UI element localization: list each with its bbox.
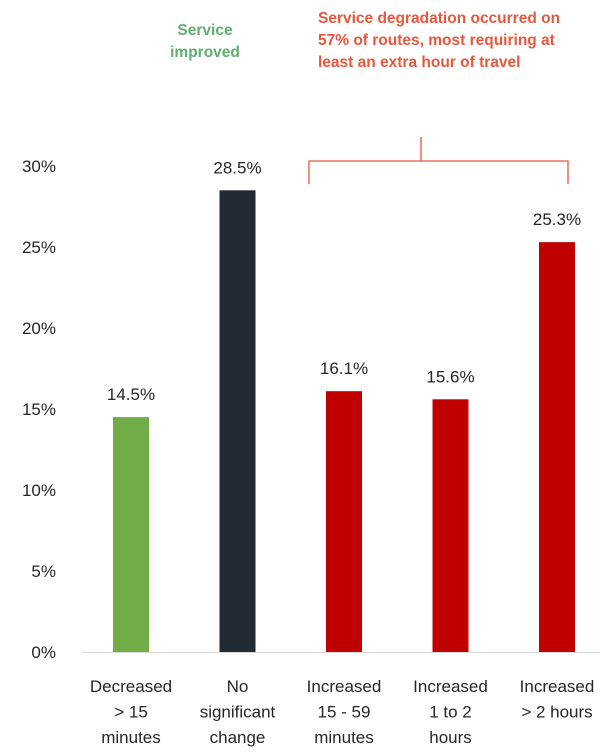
y-axis: 0% 5% 10% 15% 20% 25% 30%	[22, 157, 56, 662]
annotation-service-degradation: Service degradation occurred on 57% of r…	[318, 10, 561, 71]
bracket-line	[308, 137, 569, 184]
data-label: 16.1%	[320, 359, 368, 378]
x-tick-label: Increased 1 to 2 hours	[413, 677, 488, 747]
degradation-bracket	[308, 137, 569, 184]
x-axis: Decreased > 15 minutes No significant change I…	[82, 652, 600, 747]
bars	[113, 190, 575, 653]
y-tick-label: 10%	[22, 481, 56, 500]
y-tick-label: 0%	[31, 643, 56, 662]
annotation-service-improved: Service improved	[170, 22, 240, 61]
x-tick-label: Increased > 2 hours	[520, 677, 595, 722]
data-labels: 14.5% 28.5% 16.1% 15.6% 25.3%	[107, 158, 581, 404]
data-label: 14.5%	[107, 385, 155, 404]
x-tick-label: Decreased > 15 minutes	[90, 677, 172, 747]
y-tick-label: 15%	[22, 400, 56, 419]
x-tick-label: No significant change	[200, 677, 276, 747]
y-tick-label: 25%	[22, 238, 56, 257]
data-label: 25.3%	[533, 210, 581, 229]
y-tick-label: 20%	[22, 319, 56, 338]
bar	[326, 391, 362, 652]
y-tick-label: 30%	[22, 157, 56, 176]
bar	[432, 399, 469, 652]
bar	[219, 190, 256, 653]
data-label: 28.5%	[213, 158, 261, 177]
bar	[539, 242, 575, 652]
y-tick-label: 5%	[31, 562, 56, 581]
bar	[113, 417, 149, 652]
x-tick-label: Increased 15 - 59 minutes	[307, 677, 382, 747]
data-label: 15.6%	[426, 367, 474, 386]
